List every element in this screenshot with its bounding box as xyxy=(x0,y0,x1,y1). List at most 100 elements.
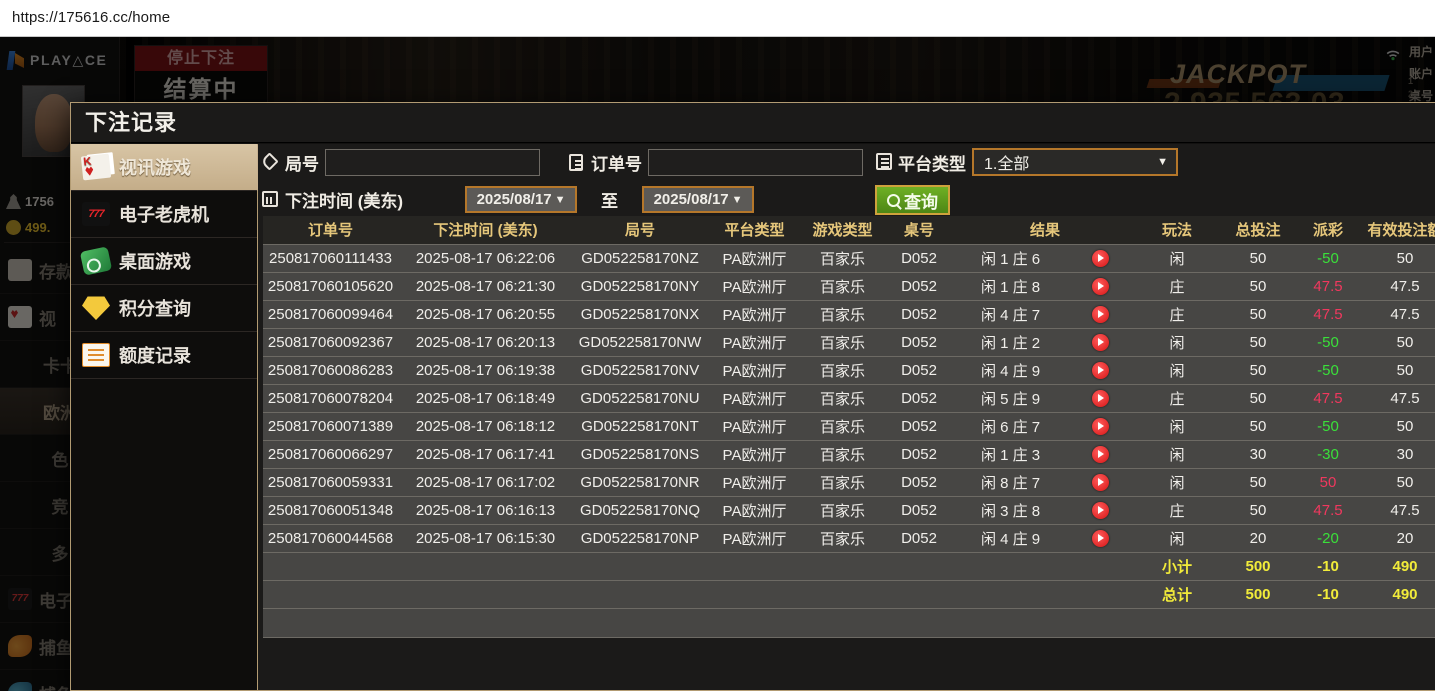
cell-payout: 47.5 xyxy=(1297,272,1359,301)
url-text[interactable]: https://175616.cc/home xyxy=(12,9,171,26)
cell-table: D052 xyxy=(883,384,955,413)
table-row[interactable]: 250817060092367 2025-08-17 06:20:13 GD0522… xyxy=(263,328,1435,357)
table-row[interactable]: 250817060105620 2025-08-17 06:21:30 GD0522… xyxy=(263,272,1435,301)
col-bet[interactable]: 总投注 xyxy=(1219,216,1297,245)
cell-platform: PA欧洲厅 xyxy=(707,468,802,497)
nav-item-table-games[interactable]: 桌面游戏 xyxy=(71,238,257,285)
result-text: 闲 3 庄 8 xyxy=(980,502,1041,520)
result-text: 闲 8 庄 7 xyxy=(980,474,1041,492)
cell-empty xyxy=(398,580,573,609)
round-input[interactable] xyxy=(325,149,540,176)
cell-table: D052 xyxy=(883,244,955,273)
cell-result: 闲 6 庄 7 xyxy=(955,412,1135,441)
col-order[interactable]: 订单号 xyxy=(263,216,398,245)
table-row[interactable]: 250817060044568 2025-08-17 06:15:30 GD0522… xyxy=(263,524,1435,553)
order-label: 订单号 xyxy=(568,150,642,175)
cell-game: 百家乐 xyxy=(802,496,883,525)
cell-play: 庄 xyxy=(1135,300,1219,329)
date-from-picker[interactable]: 2025/08/17 ▼ xyxy=(465,186,578,213)
cell-order: 250817060071389 xyxy=(263,412,398,441)
result-text: 闲 1 庄 6 xyxy=(980,250,1041,268)
col-round[interactable]: 局号 xyxy=(573,216,707,245)
round-label-text: 局号 xyxy=(285,155,319,174)
cell-valid: 50 xyxy=(1359,244,1435,273)
order-input[interactable] xyxy=(648,149,863,176)
cell-table: D052 xyxy=(883,300,955,329)
col-time[interactable]: 下注时间 (美东) xyxy=(398,216,573,245)
cell-empty xyxy=(707,608,802,638)
play-replay-icon[interactable] xyxy=(1092,501,1110,519)
play-replay-icon[interactable] xyxy=(1092,249,1110,267)
table-empty-row xyxy=(263,608,1435,638)
play-replay-icon[interactable] xyxy=(1092,529,1110,547)
table-row[interactable]: 250817060078204 2025-08-17 06:18:49 GD0522… xyxy=(263,384,1435,413)
nav-item-credit-records-label: 额度记录 xyxy=(119,346,191,366)
cell-time: 2025-08-17 06:20:13 xyxy=(398,328,573,357)
gem-icon xyxy=(82,296,110,320)
nav-item-live-games[interactable]: 视讯游戏 xyxy=(71,144,273,191)
cell-empty xyxy=(707,580,802,609)
nav-item-credit-records[interactable]: 额度记录 xyxy=(71,332,257,379)
table-row[interactable]: 250817060111433 2025-08-17 06:22:06 GD0522… xyxy=(263,244,1435,273)
col-game[interactable]: 游戏类型 xyxy=(802,216,883,245)
cell-time: 2025-08-17 06:18:12 xyxy=(398,412,573,441)
col-platform[interactable]: 平台类型 xyxy=(707,216,802,245)
cell-order: 250817060051348 xyxy=(263,496,398,525)
play-replay-icon[interactable] xyxy=(1092,277,1110,295)
cell-valid: 50 xyxy=(1359,412,1435,441)
col-valid[interactable]: 有效投注额 xyxy=(1359,216,1435,245)
table-row[interactable]: 250817060099464 2025-08-17 06:20:55 GD0522… xyxy=(263,300,1435,329)
table-head: 订单号 下注时间 (美东) 局号 平台类型 游戏类型 桌号 结果 玩法 总投注 … xyxy=(263,216,1435,245)
cell-empty xyxy=(398,608,573,638)
cell-order: 250817060105620 xyxy=(263,272,398,301)
cell-empty xyxy=(883,552,955,581)
date-to-picker[interactable]: 2025/08/17 ▼ xyxy=(642,186,755,213)
col-payout[interactable]: 派彩 xyxy=(1297,216,1359,245)
cell-empty xyxy=(883,580,955,609)
cell-round: GD052258170NZ xyxy=(573,244,707,273)
cell-game: 百家乐 xyxy=(802,384,883,413)
cell-summary-payout: -10 xyxy=(1297,552,1359,581)
cell-game: 百家乐 xyxy=(802,272,883,301)
cell-platform: PA欧洲厅 xyxy=(707,412,802,441)
cell-game: 百家乐 xyxy=(802,440,883,469)
cell-platform: PA欧洲厅 xyxy=(707,496,802,525)
table-row[interactable]: 250817060066297 2025-08-17 06:17:41 GD0522… xyxy=(263,440,1435,469)
play-replay-icon[interactable] xyxy=(1092,473,1110,491)
date-range-separator: 至 xyxy=(601,192,619,211)
table-row[interactable]: 250817060086283 2025-08-17 06:19:38 GD0522… xyxy=(263,356,1435,385)
play-replay-icon[interactable] xyxy=(1092,305,1110,323)
cell-order: 250817060086283 xyxy=(263,356,398,385)
cell-platform: PA欧洲厅 xyxy=(707,244,802,273)
table-row[interactable]: 250817060059331 2025-08-17 06:17:02 GD0522… xyxy=(263,468,1435,497)
cell-bet: 30 xyxy=(1219,440,1297,469)
play-replay-icon[interactable] xyxy=(1092,361,1110,379)
table-row[interactable]: 250817060051348 2025-08-17 06:16:13 GD0522… xyxy=(263,496,1435,525)
browser-url-bar: https://175616.cc/home xyxy=(0,0,1435,37)
cell-valid: 50 xyxy=(1359,328,1435,357)
cell-result: 闲 4 庄 9 xyxy=(955,524,1135,553)
col-result[interactable]: 结果 xyxy=(955,216,1135,245)
document-icon xyxy=(82,343,110,367)
platform-select[interactable]: 1.全部 ▼ xyxy=(972,148,1178,176)
nav-item-points-query[interactable]: 积分查询 xyxy=(71,285,257,332)
nav-item-slot-machines[interactable]: 777 电子老虎机 xyxy=(71,191,257,238)
cell-round: GD052258170NS xyxy=(573,440,707,469)
cell-payout: -50 xyxy=(1297,356,1359,385)
table-row[interactable]: 250817060071389 2025-08-17 06:18:12 GD0522… xyxy=(263,412,1435,441)
col-table[interactable]: 桌号 xyxy=(883,216,955,245)
play-replay-icon[interactable] xyxy=(1092,417,1110,435)
cell-round: GD052258170NP xyxy=(573,524,707,553)
cell-empty xyxy=(573,608,707,638)
result-text: 闲 6 庄 7 xyxy=(980,418,1041,436)
cell-empty xyxy=(955,580,1135,609)
cell-round: GD052258170NY xyxy=(573,272,707,301)
play-replay-icon[interactable] xyxy=(1092,333,1110,351)
col-play[interactable]: 玩法 xyxy=(1135,216,1219,245)
table-header-row: 订单号 下注时间 (美东) 局号 平台类型 游戏类型 桌号 结果 玩法 总投注 … xyxy=(263,216,1435,245)
search-button[interactable]: 查询 xyxy=(875,185,950,215)
search-icon xyxy=(887,193,900,207)
play-replay-icon[interactable] xyxy=(1092,389,1110,407)
play-replay-icon[interactable] xyxy=(1092,445,1110,463)
chevron-down-icon: ▼ xyxy=(1157,156,1168,168)
